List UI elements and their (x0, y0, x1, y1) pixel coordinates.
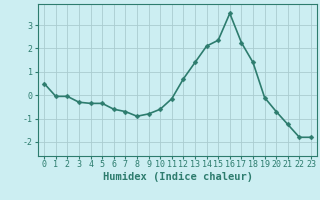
X-axis label: Humidex (Indice chaleur): Humidex (Indice chaleur) (103, 172, 252, 182)
